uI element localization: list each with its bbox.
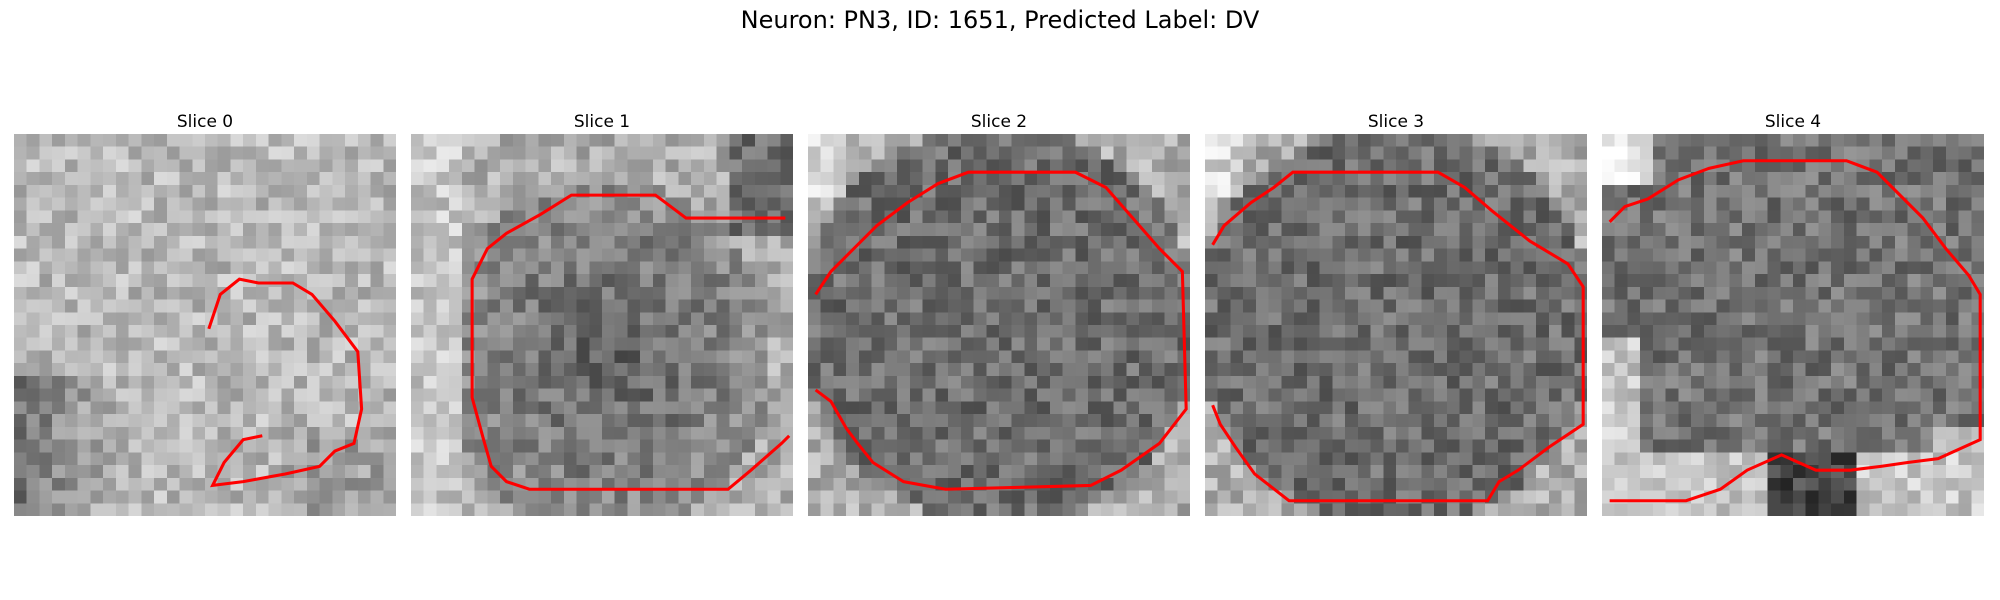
segmentation-contour bbox=[470, 193, 791, 491]
segmentation-contour bbox=[814, 170, 1188, 491]
slice-pixels bbox=[411, 134, 793, 516]
slice-panel-3: Slice 3 bbox=[1205, 110, 1587, 516]
slice-title: Slice 1 bbox=[573, 112, 631, 132]
slice-title: Slice 3 bbox=[1367, 112, 1425, 132]
slice-image bbox=[14, 134, 396, 516]
contour-overlay bbox=[470, 193, 791, 491]
slice-title: Slice 2 bbox=[970, 112, 1028, 132]
slice-panel-0: Slice 0 bbox=[14, 110, 396, 516]
slice-pixels bbox=[1602, 134, 1984, 516]
slice-image bbox=[1602, 134, 1984, 516]
slice-panel-4: Slice 4 bbox=[1602, 110, 1984, 516]
slice-image bbox=[1205, 134, 1587, 516]
slice-image bbox=[808, 134, 1190, 516]
contour-overlay bbox=[814, 170, 1188, 491]
slice-panel-1: Slice 1 bbox=[411, 110, 793, 516]
slice-image bbox=[411, 134, 793, 516]
figure-title: Neuron: PN3, ID: 1651, Predicted Label: … bbox=[740, 6, 1260, 34]
slice-title: Slice 4 bbox=[1764, 112, 1822, 132]
segmentation-contour bbox=[1211, 170, 1585, 503]
slice-panel-2: Slice 2 bbox=[808, 110, 1190, 516]
contour-overlay bbox=[207, 277, 364, 488]
slice-title: Slice 0 bbox=[176, 112, 234, 132]
segmentation-contour bbox=[207, 277, 364, 488]
slice-pixels bbox=[1205, 134, 1587, 516]
segmentation-contour bbox=[1608, 159, 1982, 503]
contour-overlay bbox=[1211, 170, 1585, 503]
contour-overlay bbox=[1608, 159, 1982, 503]
slice-pixels bbox=[808, 134, 1190, 516]
